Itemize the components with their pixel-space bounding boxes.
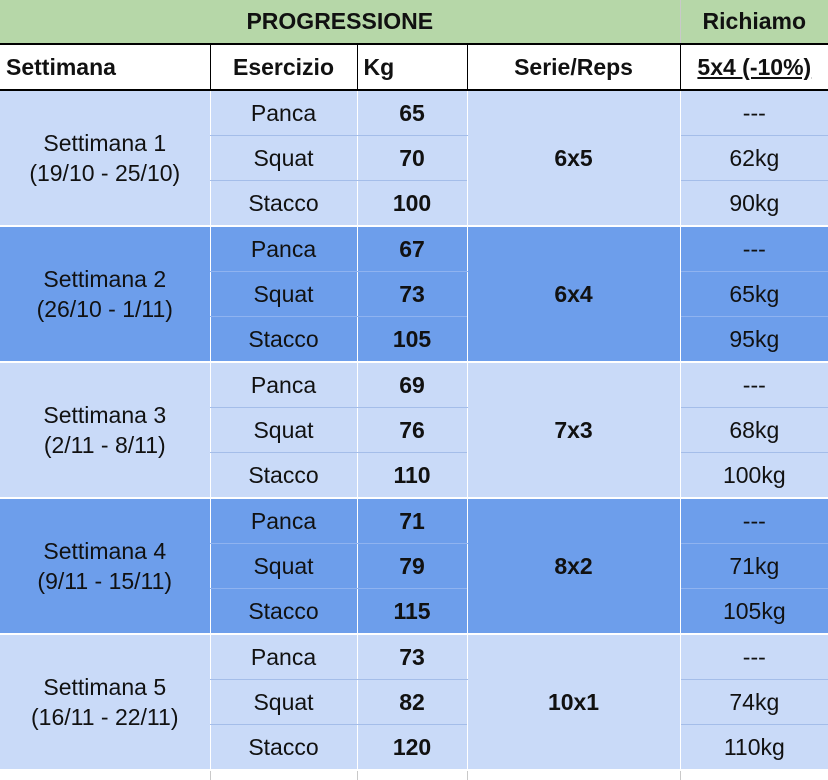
empty-cell[interactable] — [356, 769, 467, 780]
week-cell[interactable]: Settimana 2 (26/10 - 1/11) — [0, 226, 210, 363]
kg-cell[interactable]: 120 — [357, 724, 467, 771]
richiamo-cell[interactable]: 90kg — [680, 180, 828, 227]
richiamo-cell[interactable]: --- — [680, 498, 828, 544]
week-name: Settimana 1 — [43, 130, 167, 156]
empty-row — [0, 769, 828, 780]
richiamo-cell[interactable]: --- — [680, 90, 828, 136]
table-row: Settimana 2 (26/10 - 1/11) Panca 67 6x4 --- — [0, 226, 828, 363]
serie-reps-cell[interactable]: 8x2 — [466, 498, 681, 635]
exercise-cell[interactable]: Stacco — [209, 316, 358, 363]
exercise-cell[interactable]: Panca — [209, 226, 358, 272]
title-row: PROGRESSIONE Richiamo — [0, 0, 828, 45]
richiamo-cell[interactable]: 105kg — [680, 588, 828, 635]
exercise-cell[interactable]: Squat — [209, 543, 358, 589]
table-row: Stacco 110 100kg — [0, 452, 828, 499]
serie-reps-cell[interactable]: 7x3 — [466, 362, 681, 499]
richiamo-cell[interactable]: --- — [680, 362, 828, 408]
richiamo-cell[interactable]: 68kg — [680, 407, 828, 453]
kg-cell[interactable]: 73 — [357, 271, 467, 317]
table-row: Stacco 115 105kg — [0, 588, 828, 635]
exercise-cell[interactable]: Stacco — [209, 588, 358, 635]
week-name: Settimana 5 — [43, 674, 167, 700]
settimana-column-header[interactable]: Settimana — [0, 44, 210, 91]
table-row: Squat 76 68kg — [0, 407, 828, 453]
kg-cell[interactable]: 71 — [357, 498, 467, 544]
exercise-cell[interactable]: Squat — [209, 271, 358, 317]
table-row: Settimana 3 (2/11 - 8/11) Panca 69 7x3 --- — [0, 362, 828, 499]
empty-cell[interactable] — [466, 769, 681, 780]
week-cell[interactable]: Settimana 4 (9/11 - 15/11) — [0, 498, 210, 635]
exercise-cell[interactable]: Squat — [209, 679, 358, 725]
exercise-cell[interactable]: Stacco — [209, 452, 358, 499]
exercise-cell[interactable]: Stacco — [209, 180, 358, 227]
kg-column-header[interactable]: Kg — [356, 44, 467, 91]
kg-cell[interactable]: 100 — [357, 180, 467, 227]
serie-reps-cell[interactable]: 6x5 — [466, 90, 681, 227]
richiamo-cell[interactable]: 110kg — [680, 724, 828, 771]
week-name: Settimana 4 — [43, 538, 167, 564]
richiamo-header[interactable]: Richiamo — [680, 0, 828, 45]
esercizio-column-header[interactable]: Esercizio — [209, 44, 357, 91]
exercise-cell[interactable]: Panca — [209, 634, 358, 680]
empty-cell[interactable] — [0, 769, 210, 780]
kg-cell[interactable]: 110 — [357, 452, 467, 499]
table-row: Stacco 105 95kg — [0, 316, 828, 363]
week-name: Settimana 3 — [43, 402, 167, 428]
week-name: Settimana 2 — [43, 266, 167, 292]
kg-cell[interactable]: 115 — [357, 588, 467, 635]
richiamo-cell[interactable]: --- — [680, 634, 828, 680]
kg-cell[interactable]: 105 — [357, 316, 467, 363]
kg-cell[interactable]: 67 — [357, 226, 467, 272]
kg-cell[interactable]: 73 — [357, 634, 467, 680]
table-row: Settimana 4 (9/11 - 15/11) Panca 71 8x2 --- — [0, 498, 828, 635]
table-row: Squat 82 74kg — [0, 679, 828, 725]
exercise-cell[interactable]: Panca — [209, 90, 358, 136]
week-cell[interactable]: Settimana 3 (2/11 - 8/11) — [0, 362, 210, 499]
week-dates: (9/11 - 15/11) — [37, 568, 173, 594]
exercise-cell[interactable]: Squat — [209, 407, 358, 453]
serie-reps-cell[interactable]: 6x4 — [466, 226, 681, 363]
exercise-cell[interactable]: Panca — [209, 362, 358, 408]
column-header-row: Settimana Esercizio Kg Serie/Reps 5x4 (-… — [0, 44, 828, 91]
richiamo-cell[interactable]: 74kg — [680, 679, 828, 725]
serie-reps-column-header[interactable]: Serie/Reps — [466, 44, 681, 91]
kg-cell[interactable]: 82 — [357, 679, 467, 725]
serie-reps-cell[interactable]: 10x1 — [466, 634, 681, 771]
table-row: Settimana 1 (19/10 - 25/10) Panca 65 6x5 --- — [0, 90, 828, 227]
richiamo-cell[interactable]: 95kg — [680, 316, 828, 363]
kg-cell[interactable]: 79 — [357, 543, 467, 589]
richiamo-cell[interactable]: 71kg — [680, 543, 828, 589]
week-dates: (26/10 - 1/11) — [36, 296, 173, 322]
week-dates: (19/10 - 25/10) — [29, 160, 181, 186]
kg-cell[interactable]: 70 — [357, 135, 467, 181]
exercise-cell[interactable]: Panca — [209, 498, 358, 544]
week-cell[interactable]: Settimana 1 (19/10 - 25/10) — [0, 90, 210, 227]
table-row: Settimana 5 (16/11 - 22/11) Panca 73 10x1 --- — [0, 634, 828, 771]
kg-cell[interactable]: 65 — [357, 90, 467, 136]
week-dates: (16/11 - 22/11) — [31, 704, 179, 730]
empty-cell[interactable] — [679, 769, 828, 780]
exercise-cell[interactable]: Stacco — [209, 724, 358, 771]
richiamo-sub-header[interactable]: 5x4 (-10%) — [679, 44, 828, 91]
richiamo-cell[interactable]: 62kg — [680, 135, 828, 181]
kg-cell[interactable]: 69 — [357, 362, 467, 408]
progressione-header[interactable]: PROGRESSIONE — [0, 0, 681, 45]
table-row: Stacco 100 90kg — [0, 180, 828, 227]
table-row: Squat 73 65kg — [0, 271, 828, 317]
week-cell[interactable]: Settimana 5 (16/11 - 22/11) — [0, 634, 210, 771]
kg-cell[interactable]: 76 — [357, 407, 467, 453]
richiamo-cell[interactable]: --- — [680, 226, 828, 272]
richiamo-cell[interactable]: 65kg — [680, 271, 828, 317]
table-row: Squat 79 71kg — [0, 543, 828, 589]
empty-cell[interactable] — [209, 769, 357, 780]
week-dates: (2/11 - 8/11) — [43, 432, 166, 458]
richiamo-cell[interactable]: 100kg — [680, 452, 828, 499]
table-row: Squat 70 62kg — [0, 135, 828, 181]
exercise-cell[interactable]: Squat — [209, 135, 358, 181]
